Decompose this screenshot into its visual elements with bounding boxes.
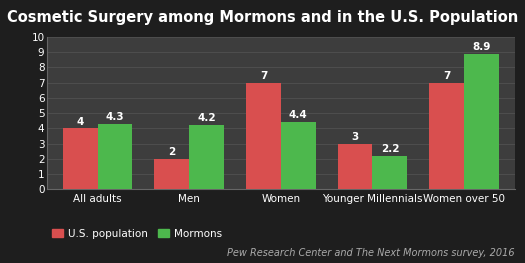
Bar: [98, 124, 132, 189]
Bar: [63, 128, 98, 189]
Text: 4.2: 4.2: [197, 113, 216, 123]
Text: 4.3: 4.3: [106, 112, 124, 122]
Bar: [246, 83, 281, 189]
Bar: [281, 122, 316, 189]
Text: 8.9: 8.9: [472, 42, 491, 52]
Bar: [429, 83, 464, 189]
Text: 7: 7: [260, 71, 267, 81]
Bar: [338, 144, 373, 189]
Text: 4.4: 4.4: [289, 110, 308, 120]
Text: 4: 4: [77, 117, 84, 127]
Text: Cosmetic Surgery among Mormons and in the U.S. Population: Cosmetic Surgery among Mormons and in th…: [7, 10, 518, 25]
Legend: U.S. population, Mormons: U.S. population, Mormons: [52, 229, 222, 239]
Bar: [189, 125, 224, 189]
Bar: [154, 159, 189, 189]
Text: 2: 2: [168, 147, 175, 157]
Text: 2.2: 2.2: [381, 144, 399, 154]
Text: 3: 3: [351, 132, 359, 142]
Text: 7: 7: [443, 71, 450, 81]
Text: Pew Research Center and The Next Mormons survey, 2016: Pew Research Center and The Next Mormons…: [227, 248, 514, 258]
Bar: [464, 54, 499, 189]
Bar: [373, 156, 407, 189]
